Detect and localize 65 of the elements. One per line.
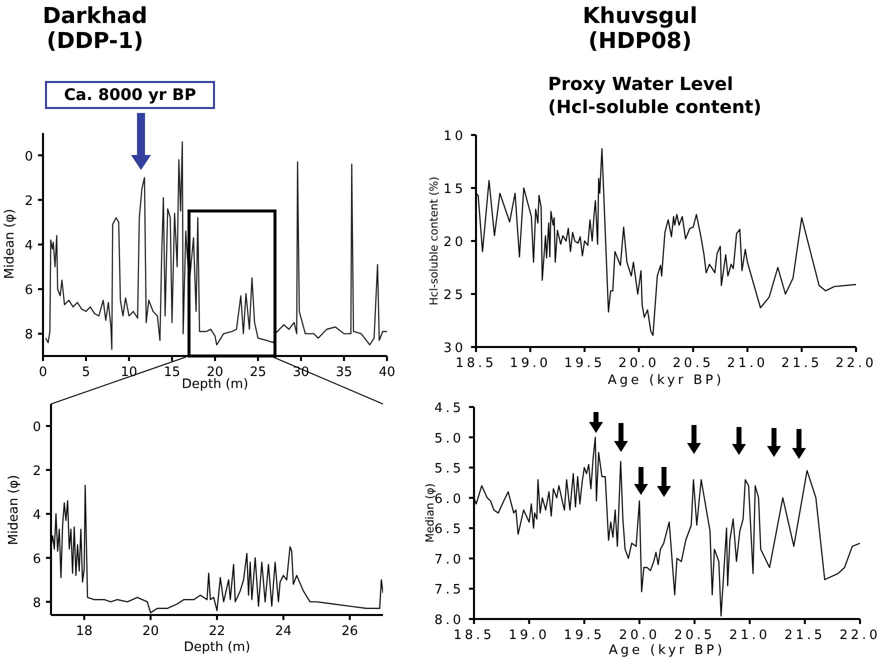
y-tick-label: 7.5 <box>434 582 464 598</box>
y-tick-label: 6 <box>24 283 33 298</box>
chart-title: Darkhad (DDP-1) <box>42 4 148 55</box>
y-tick-label: 8 <box>32 596 41 611</box>
x-tick-label: 35 <box>336 365 352 380</box>
y-tick-label: 0 <box>32 420 41 435</box>
chart-title: Khuvsgul (HDP08) <box>582 4 698 55</box>
x-tick-label: 19.5 <box>564 356 606 371</box>
y-tick-label: 7.0 <box>434 552 464 568</box>
x-axis-title: Age (kyr BP) <box>608 373 724 388</box>
y-tick-label: 20 <box>443 235 466 250</box>
y-tick-label: 6 <box>32 552 41 567</box>
y-tick-label: 0 <box>24 149 33 164</box>
x-axis-title: Age (kyr BP) <box>608 643 726 658</box>
x-tick-label: 20.5 <box>672 356 714 371</box>
y-tick-label: 2 <box>32 464 41 479</box>
y-tick-label: 6.5 <box>434 522 464 538</box>
y-tick-label: 4.5 <box>434 401 464 416</box>
line-series <box>44 141 387 350</box>
y-tick-label: 6.0 <box>434 492 464 507</box>
y-tick-label: 8.0 <box>434 613 464 628</box>
y-tick-label: 8 <box>24 328 33 343</box>
y-tick-label: 5.0 <box>434 431 464 446</box>
x-tick-label: 21.5 <box>784 628 826 643</box>
x-tick-label: 20 <box>142 624 159 639</box>
x-tick-label: 20.0 <box>618 628 660 643</box>
y-tick-label: 4 <box>24 238 33 254</box>
y-tick-label: 2 <box>24 194 33 209</box>
x-tick-label: 22.0 <box>840 628 880 643</box>
x-tick-label: 20.5 <box>674 628 716 643</box>
x-tick-label: 18.5 <box>456 356 496 371</box>
x-tick-label: 21.5 <box>781 356 822 371</box>
x-tick-label: 19.5 <box>564 628 605 643</box>
x-tick-label: 20.0 <box>618 356 660 371</box>
x-axis-title: Depth (m) <box>182 377 248 392</box>
x-tick-label: 22 <box>208 624 226 639</box>
x-tick-label: 25 <box>250 365 266 380</box>
x-tick-label: 21.0 <box>726 356 768 371</box>
x-tick-label: 21.0 <box>729 628 770 643</box>
y-tick-label: 10 <box>443 129 466 144</box>
x-tick-label: 18 <box>76 624 92 639</box>
x-axis-title: Depth (m) <box>184 640 250 655</box>
line-series <box>476 148 856 336</box>
y-tick-label: 25 <box>443 288 466 303</box>
y-axis-title: Median (φ) <box>424 483 436 543</box>
x-tick-label: 15 <box>164 365 180 380</box>
y-axis-title: Midean (φ) <box>2 208 18 280</box>
y-tick-label: 30 <box>443 341 466 356</box>
text: Ca. 8000 yr BP <box>45 81 215 109</box>
x-tick-label: 22.0 <box>836 356 876 371</box>
x-tick-label: 24 <box>275 624 292 639</box>
x-tick-label: 26 <box>342 624 358 639</box>
chart-subtitle: Proxy Water Level (Hcl-soluble content) <box>548 74 762 119</box>
y-tick-label: 4 <box>32 508 41 523</box>
y-axis-title: Midean (φ) <box>6 474 22 546</box>
x-tick-label: 5 <box>82 365 90 380</box>
x-tick-label: 40 <box>378 365 396 380</box>
line-series <box>51 484 383 614</box>
line-series <box>474 436 860 617</box>
x-tick-label: 19.0 <box>508 628 550 643</box>
x-tick-label: 19.0 <box>510 356 551 371</box>
x-tick-label: 18.5 <box>454 628 494 643</box>
y-tick-label: 15 <box>443 182 466 197</box>
y-axis-title: Hcl-soluble content (%) <box>428 176 440 306</box>
y-tick-label: 5.5 <box>434 462 464 477</box>
